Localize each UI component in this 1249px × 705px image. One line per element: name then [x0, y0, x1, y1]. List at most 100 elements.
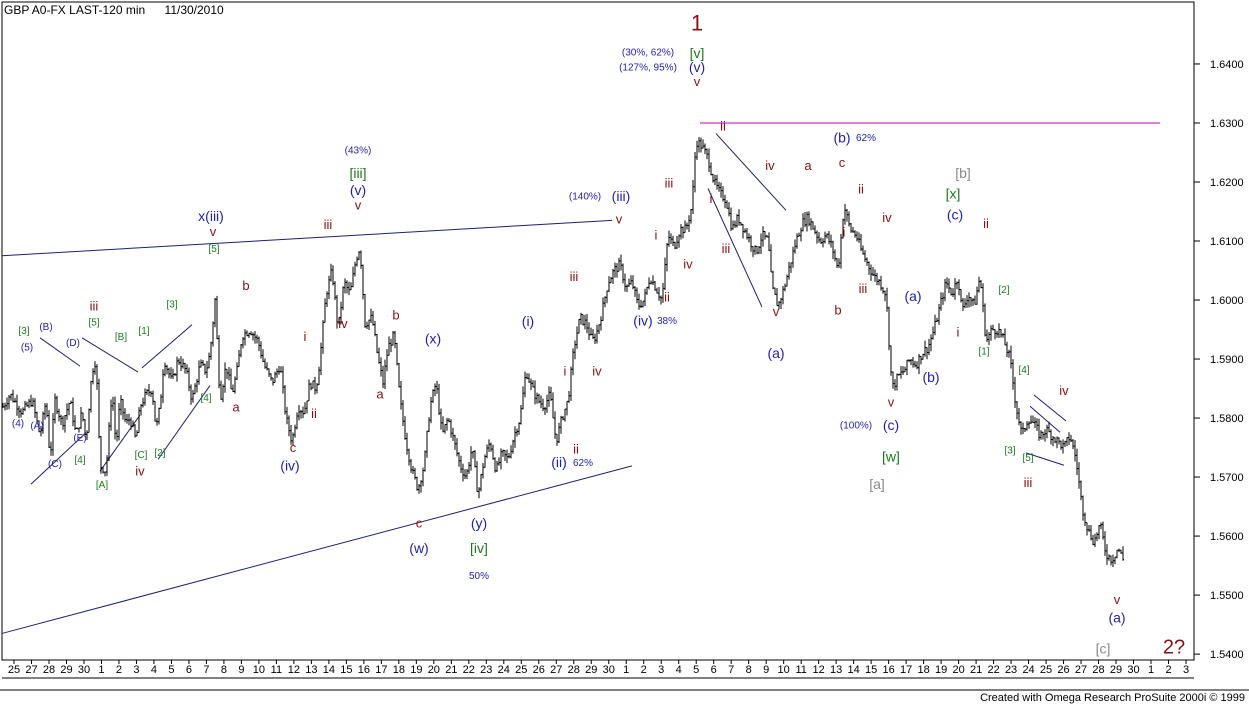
wedge-trendline	[99, 414, 141, 472]
x-tick-label: 28	[568, 664, 580, 676]
wave-label: a	[232, 399, 240, 414]
x-tick-label: 9	[763, 664, 769, 676]
wave-label: iv	[1059, 383, 1069, 398]
wave-label: (43%)	[345, 146, 372, 157]
x-tick-label: 20	[952, 664, 964, 676]
x-tick-label: 9	[238, 664, 244, 676]
x-tick-label: 20	[428, 664, 440, 676]
wave-label: [v]	[690, 45, 705, 61]
x-tick-label: 25	[1040, 664, 1052, 676]
wave-label: [w]	[882, 448, 900, 464]
wave-label: ii	[720, 118, 726, 133]
x-tick-label: 22	[987, 664, 999, 676]
x-tick-label: 10	[253, 664, 265, 676]
wave-label: i	[655, 228, 658, 243]
wave-label: [3]	[18, 326, 29, 337]
x-tick-label: 12	[288, 664, 300, 676]
wave-label: i	[957, 324, 960, 339]
x-tick-label: 2	[116, 664, 122, 676]
x-tick-label: 23	[480, 664, 492, 676]
wave-label: ii	[983, 216, 989, 231]
wedge-trendline	[30, 432, 87, 485]
wedge-trendline	[39, 337, 81, 367]
x-tick-label: 17	[900, 664, 912, 676]
wave-label: (b)	[922, 369, 939, 385]
x-tick-label: 15	[865, 664, 877, 676]
plot-frame	[1, 1, 1195, 661]
x-tick-label: 26	[1057, 664, 1069, 676]
y-tick-label: 1.5400	[1210, 649, 1244, 661]
y-tick-label: 1.6000	[1210, 295, 1244, 307]
x-tick-label: 28	[43, 664, 55, 676]
wave-label: (a)	[1108, 609, 1125, 625]
wave-label: 62%	[856, 133, 876, 144]
x-tick-label: 30	[603, 664, 615, 676]
wave-label: (140%)	[569, 192, 601, 203]
wave-label: [iii]	[349, 165, 366, 181]
wave-label: [C]	[135, 450, 148, 461]
y-tick-label: 1.6100	[1210, 236, 1244, 248]
wave-label: i	[564, 363, 567, 378]
wave-label: b	[242, 278, 249, 293]
wave-label: [5]	[208, 244, 219, 255]
wave-label: [a]	[869, 476, 885, 492]
wave-label: v	[773, 304, 780, 319]
x-tick-label: 17	[375, 664, 387, 676]
symbol-label: GBP A0-FX LAST-120 min	[4, 3, 146, 17]
wave-label: v	[210, 224, 217, 239]
x-tick-label: 27	[1075, 664, 1087, 676]
wave-label: [5]	[1022, 453, 1033, 464]
wave-label: iv	[683, 257, 693, 272]
x-tick-label: 4	[676, 664, 682, 676]
x-tick-label: 12	[813, 664, 825, 676]
x-tick-label: 18	[917, 664, 929, 676]
wave-label: (iv)	[633, 313, 652, 329]
upper-channel-line	[1, 219, 613, 257]
wave-label: (5)	[21, 343, 33, 354]
x-tick-label: 27	[25, 664, 37, 676]
wave-label: iv	[765, 158, 775, 173]
wave-label: iii	[1024, 475, 1033, 490]
x-tick-label: 19	[935, 664, 947, 676]
wave-label: v	[616, 212, 623, 227]
wave-label: [4]	[1018, 365, 1029, 376]
wave-label: [1]	[138, 326, 149, 337]
x-tick-label: 8	[746, 664, 752, 676]
x-tick-label: 11	[795, 664, 806, 676]
wave-label: c	[416, 516, 423, 531]
wave-label: ii	[664, 290, 670, 305]
x-tick-label: 6	[711, 664, 717, 676]
wave-label: ii	[858, 182, 864, 197]
y-tick-label: 1.5500	[1210, 590, 1244, 602]
wave-label: (a)	[904, 288, 921, 304]
x-tick-label: 1	[98, 664, 104, 676]
wave-label: 2?	[1163, 636, 1185, 658]
wave-label: v	[888, 395, 895, 410]
wedge-trendline	[81, 337, 139, 373]
wave-label: (c)	[947, 206, 963, 222]
x-tick-label: 5	[168, 664, 174, 676]
wave-label: ii	[573, 441, 579, 456]
y-tick-label: 1.5800	[1210, 413, 1244, 425]
wave-label: [4]	[200, 393, 211, 404]
wave-label: [4]	[74, 455, 85, 466]
x-tick-label: 14	[323, 664, 335, 676]
wave-label: [1]	[978, 346, 989, 357]
wave-label: ii	[311, 406, 317, 421]
wave-label: (y)	[471, 515, 487, 531]
x-tick-label: 24	[498, 664, 510, 676]
x-tick-label: 21	[970, 664, 982, 676]
x-tick-label: 13	[305, 664, 317, 676]
wave-label: v	[1114, 592, 1121, 607]
x-tick-label: 2	[1165, 664, 1171, 676]
x-tick-label: 14	[848, 664, 860, 676]
x-tick-label: 29	[60, 664, 72, 676]
x-tick-label: 30	[1127, 664, 1139, 676]
chart-header: GBP A0-FX LAST-120 min 11/30/2010	[4, 3, 240, 17]
x-tick-label: 8	[221, 664, 227, 676]
x-tick-label: 26	[533, 664, 545, 676]
wave-label: (B)	[39, 322, 52, 333]
wave-label: [3]	[166, 300, 177, 311]
date-label: 11/30/2010	[164, 3, 224, 17]
